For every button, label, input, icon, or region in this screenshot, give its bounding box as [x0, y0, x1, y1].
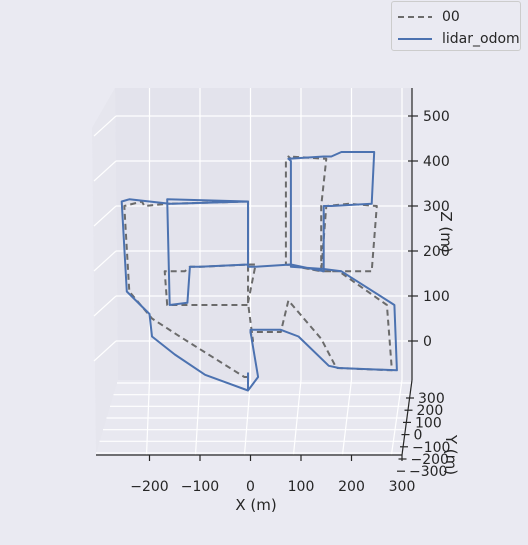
- x-axis-label: X (m): [235, 496, 276, 514]
- z-axis-label: Z (m): [437, 211, 455, 252]
- z-tick-label: 500: [423, 109, 450, 125]
- x-tick-label: 100: [288, 479, 315, 495]
- y-tick-label: −300: [409, 464, 447, 480]
- legend-item-ground-truth: 00: [398, 6, 460, 28]
- x-tick-label: 300: [389, 479, 416, 495]
- legend-item-lidar-odom: lidar_odom: [398, 28, 520, 50]
- axes-panes: [92, 88, 412, 455]
- z-tick-label: 0: [423, 334, 432, 350]
- x-tick-label: −200: [130, 479, 168, 495]
- series-lines: [120, 151, 398, 392]
- z-tick-label: 300: [423, 199, 450, 215]
- y-tick-label: 200: [417, 403, 444, 419]
- z-tick-label: 400: [423, 154, 450, 170]
- grid-z-side: [93, 250, 117, 272]
- gridlines: [93, 88, 412, 456]
- x-tick-label: 200: [338, 479, 365, 495]
- y-tick-label: 300: [418, 391, 445, 407]
- grid-z-side: [93, 115, 117, 137]
- x-tick-label: 0: [246, 479, 255, 495]
- tick-labels: −200 −100 0 100 200 3005004003002001000300200…: [130, 109, 450, 495]
- y-axis-line: [401, 379, 413, 456]
- legend: 00 lidar_odom: [391, 1, 521, 51]
- legend-swatch-solid: [398, 38, 432, 40]
- y-axis-label: Y (m): [442, 434, 460, 475]
- grid-z-side: [93, 340, 117, 362]
- back-pane: [115, 88, 412, 380]
- z-tick-label: 100: [423, 289, 450, 305]
- legend-label-ground-truth: 00: [442, 9, 460, 25]
- y-tick-label: 0: [414, 428, 423, 444]
- grid-z-side: [93, 295, 117, 317]
- y-tick-label: −200: [411, 452, 449, 468]
- legend-label-lidar-odom: lidar_odom: [442, 31, 520, 47]
- grid-z-side: [93, 205, 117, 227]
- legend-swatch-dashed: [398, 16, 432, 18]
- series-line-lidar-odom: [120, 151, 398, 392]
- grid-z-side: [93, 160, 117, 182]
- y-tick-label: 100: [415, 415, 442, 431]
- x-tick-label: −100: [181, 479, 219, 495]
- z-tick-label: 200: [423, 244, 450, 260]
- side-pane: [92, 88, 118, 455]
- y-tick-label: −100: [412, 440, 450, 456]
